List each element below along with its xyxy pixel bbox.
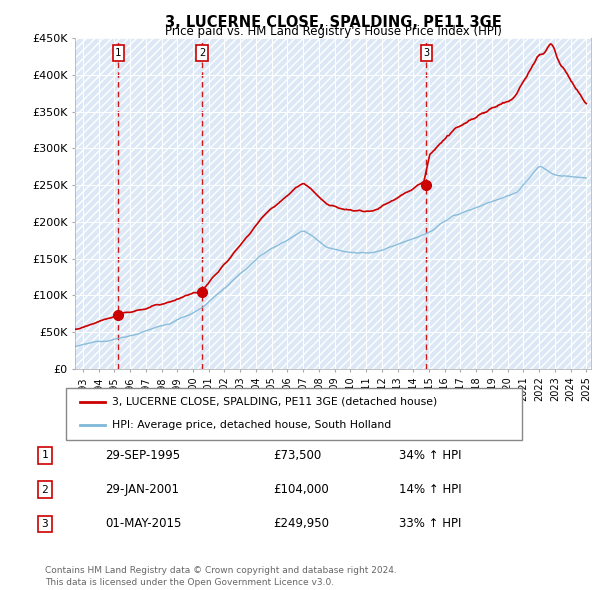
- Text: 1: 1: [41, 451, 49, 460]
- Text: 1: 1: [115, 48, 121, 58]
- Text: 01-MAY-2015: 01-MAY-2015: [105, 517, 181, 530]
- FancyBboxPatch shape: [75, 38, 591, 369]
- Text: Contains HM Land Registry data © Crown copyright and database right 2024.
This d: Contains HM Land Registry data © Crown c…: [45, 566, 397, 587]
- Text: £104,000: £104,000: [273, 483, 329, 496]
- Text: 14% ↑ HPI: 14% ↑ HPI: [399, 483, 461, 496]
- Text: 3: 3: [423, 48, 430, 58]
- Text: 3, LUCERNE CLOSE, SPALDING, PE11 3GE (detached house): 3, LUCERNE CLOSE, SPALDING, PE11 3GE (de…: [112, 396, 437, 407]
- Text: 29-JAN-2001: 29-JAN-2001: [105, 483, 179, 496]
- FancyBboxPatch shape: [66, 388, 522, 440]
- Text: 3: 3: [41, 519, 49, 529]
- Text: 29-SEP-1995: 29-SEP-1995: [105, 449, 180, 462]
- Text: 3, LUCERNE CLOSE, SPALDING, PE11 3GE: 3, LUCERNE CLOSE, SPALDING, PE11 3GE: [164, 15, 502, 30]
- Text: HPI: Average price, detached house, South Holland: HPI: Average price, detached house, Sout…: [112, 420, 391, 430]
- Text: £73,500: £73,500: [273, 449, 321, 462]
- Text: 2: 2: [199, 48, 205, 58]
- Text: 2: 2: [41, 485, 49, 494]
- Text: £249,950: £249,950: [273, 517, 329, 530]
- Text: Price paid vs. HM Land Registry's House Price Index (HPI): Price paid vs. HM Land Registry's House …: [164, 25, 502, 38]
- Text: 34% ↑ HPI: 34% ↑ HPI: [399, 449, 461, 462]
- Text: 33% ↑ HPI: 33% ↑ HPI: [399, 517, 461, 530]
